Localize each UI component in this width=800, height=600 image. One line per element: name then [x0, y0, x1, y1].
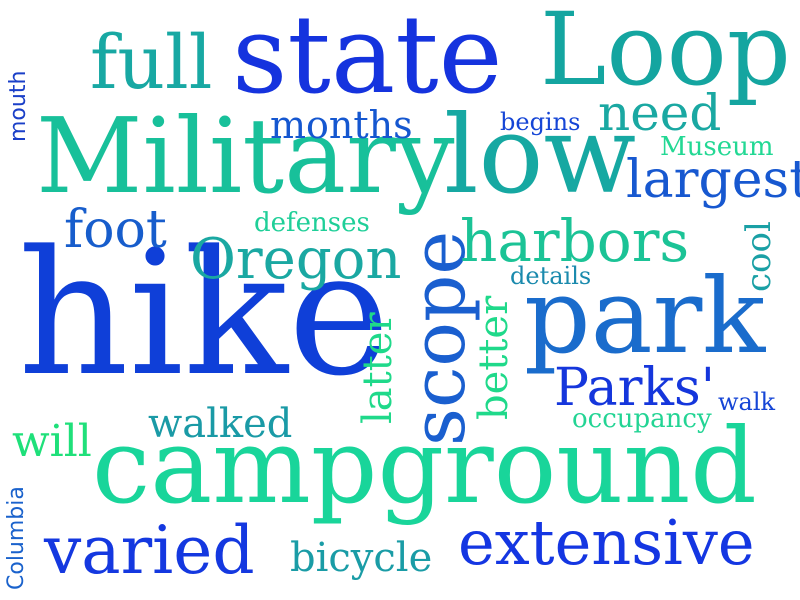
word-parks: Parks'	[554, 358, 716, 418]
word-full: full	[90, 20, 213, 106]
word-bicycle: bicycle	[290, 535, 433, 581]
word-will: will	[12, 416, 92, 467]
word-harbors: harbors	[460, 207, 690, 275]
word-hike: hike	[18, 213, 390, 414]
word-foot: foot	[64, 200, 167, 260]
word-military: Military	[36, 95, 455, 217]
word-museum: Museum	[660, 132, 774, 162]
word-latter: latter	[355, 312, 401, 424]
word-need: need	[598, 84, 722, 142]
word-walk: walk	[718, 388, 776, 416]
word-walked: walked	[148, 401, 293, 447]
word-details: details	[510, 262, 592, 290]
word-occupancy: occupancy	[572, 404, 712, 434]
word-mouth: mouth	[6, 70, 31, 142]
word-park: park	[524, 255, 766, 377]
word-columbia: Columbia	[4, 486, 29, 590]
word-oregon: Oregon	[190, 227, 402, 292]
word-months: months	[270, 103, 413, 147]
word-varied: varied	[44, 512, 255, 589]
word-extensive: extensive	[458, 506, 755, 579]
word-begins: begins	[500, 108, 581, 136]
word-better: better	[471, 295, 517, 420]
word-campground: campground	[92, 405, 757, 527]
word-state: state	[232, 0, 503, 118]
word-largest: largest	[626, 150, 800, 210]
word-loop: Loop	[540, 0, 791, 108]
word-low: low	[444, 93, 637, 218]
word-cool: cool	[739, 221, 779, 292]
word-defenses: defenses	[254, 208, 370, 238]
